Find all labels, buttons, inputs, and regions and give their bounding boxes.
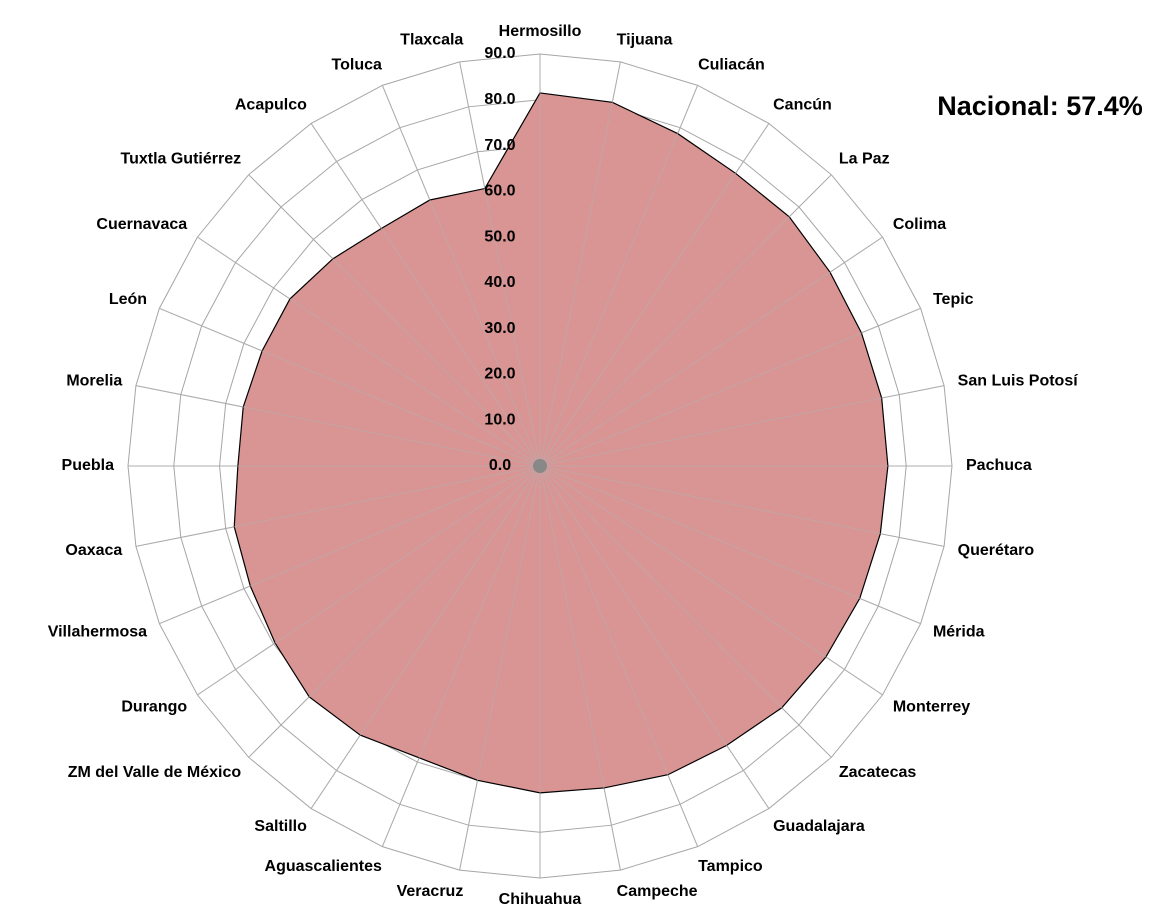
spoke-over [539, 307, 921, 467]
r-tick-label: 70.0 [484, 137, 515, 154]
spoke-over [539, 123, 770, 467]
r-tick-label: 0.0 [489, 457, 511, 474]
category-label: Zacatecas [839, 764, 916, 781]
category-label: Oaxaca [65, 542, 122, 559]
category-label: Tijuana [617, 32, 673, 49]
category-label: Acapulco [235, 96, 307, 113]
category-label: Campeche [617, 883, 698, 900]
spoke-over [248, 465, 541, 758]
r-tick-label: 30.0 [484, 320, 515, 337]
category-label: Tuxtla Gutiérrez [120, 150, 241, 167]
spoke-over [135, 465, 541, 547]
category-label: San Luis Potosí [958, 373, 1079, 390]
r-tick-label: 10.0 [484, 411, 515, 428]
spoke-over [159, 465, 541, 625]
spoke-over [459, 61, 541, 467]
category-label: Chihuahua [499, 891, 582, 908]
category-label: Mérida [933, 623, 985, 640]
spoke-over [310, 465, 541, 809]
category-label: Querétaro [958, 542, 1035, 559]
spoke-over [539, 236, 883, 467]
category-label: Durango [121, 698, 187, 715]
category-label: Puebla [62, 457, 115, 474]
spoke-over [197, 465, 541, 696]
spoke-over [539, 465, 883, 696]
category-label: León [109, 291, 147, 308]
spoke-over [539, 85, 699, 467]
spoke-over [310, 123, 541, 467]
spoke-over [459, 465, 541, 871]
category-label: Tlaxcala [400, 32, 463, 49]
spoke-over [539, 465, 699, 847]
spoke-over [539, 385, 945, 467]
category-label: Tampico [698, 858, 763, 875]
spoke-over [159, 307, 541, 467]
category-label: Cuernavaca [96, 216, 187, 233]
category-label: Cancún [773, 96, 832, 113]
category-label: Monterrey [893, 698, 970, 715]
category-label: ZM del Valle de México [68, 764, 242, 781]
spoke-over [381, 85, 541, 467]
spoke-over [539, 465, 621, 871]
spoke-over [539, 465, 945, 547]
r-tick-label: 40.0 [484, 274, 515, 291]
category-label: Aguascalientes [265, 858, 382, 875]
category-label: Saltillo [254, 818, 307, 835]
r-tick-label: 60.0 [484, 183, 515, 200]
spoke-over [248, 174, 541, 467]
category-label: Veracruz [397, 883, 464, 900]
category-label: Tepic [933, 291, 974, 308]
category-label: La Paz [839, 150, 890, 167]
center-dot [533, 459, 547, 473]
spoke-over [539, 465, 770, 809]
category-label: Morelia [66, 373, 122, 390]
radar-area [233, 92, 889, 794]
category-label: Pachuca [966, 457, 1032, 474]
category-label: Hermosillo [499, 23, 582, 40]
spoke-over [539, 465, 921, 625]
category-label: Guadalajara [773, 818, 865, 835]
category-label: Culiacán [698, 56, 765, 73]
category-label: Colima [893, 216, 946, 233]
spoke-over [539, 174, 832, 467]
r-tick-label: 90.0 [484, 45, 515, 62]
spoke-over [539, 465, 832, 758]
spoke-over [197, 236, 541, 467]
r-tick-label: 80.0 [484, 91, 515, 108]
spoke-over [381, 465, 541, 847]
r-tick-label: 50.0 [484, 228, 515, 245]
annotation: Nacional: 57.4% [937, 91, 1143, 121]
category-label: Villahermosa [48, 623, 147, 640]
spoke-over [539, 61, 621, 467]
spoke-over [135, 385, 541, 467]
category-label: Toluca [332, 56, 382, 73]
r-tick-label: 20.0 [484, 366, 515, 383]
